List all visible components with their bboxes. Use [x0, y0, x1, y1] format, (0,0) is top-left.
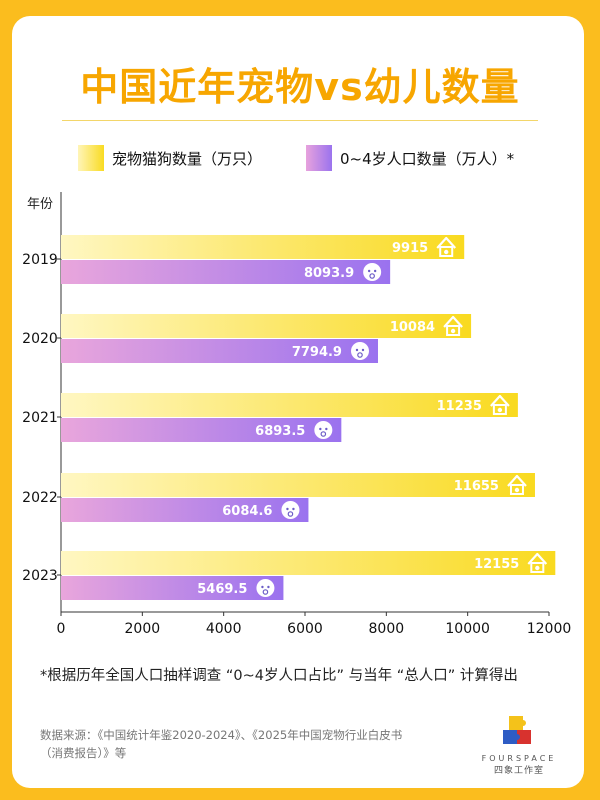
x-tick-label: 12000	[527, 621, 572, 637]
data-label: 11235	[437, 399, 482, 414]
bar-children	[61, 339, 378, 363]
brand-logo: FOURSPACE 四象工作室	[474, 712, 564, 776]
data-label: 7794.9	[292, 345, 342, 360]
bar-children	[61, 576, 284, 600]
y-axis-title: 年份	[27, 197, 53, 212]
y-tick-label: 2020	[22, 331, 58, 347]
house-icon	[443, 315, 463, 336]
baby-icon	[281, 501, 300, 519]
legend-item-children: 0~4岁人口数量（万人）*	[306, 144, 514, 172]
data-label: 10084	[390, 320, 435, 335]
data-label: 8093.9	[304, 266, 354, 281]
bar-pets	[61, 314, 472, 338]
data-label: 11655	[454, 479, 499, 494]
baby-icon	[363, 263, 382, 281]
bar-children	[61, 418, 342, 442]
brand-name: FOURSPACE	[481, 754, 557, 763]
brand-subtitle: 四象工作室	[493, 766, 544, 776]
data-label: 9915	[392, 241, 428, 256]
baby-icon	[314, 421, 333, 439]
y-tick-label: 2019	[22, 252, 58, 268]
bar-pets	[61, 393, 518, 417]
house-icon	[490, 394, 510, 415]
x-tick-label: 10000	[445, 621, 490, 637]
legend-swatch-children	[306, 145, 332, 171]
y-tick-label: 2023	[22, 568, 58, 584]
footnote: *根据历年全国人口抽样调查 “0~4岁人口占比” 与当年 “总人口” 计算得出	[40, 668, 518, 684]
data-source: 数据来源：《中国统计年鉴2020-2024》、《2025年中国宠物行业白皮书（消…	[40, 728, 403, 760]
data-label: 12155	[474, 557, 519, 572]
house-icon	[507, 474, 527, 495]
x-tick-label: 0	[57, 621, 66, 637]
data-label: 5469.5	[197, 582, 247, 597]
title-divider	[62, 120, 538, 121]
house-icon	[436, 236, 457, 257]
house-icon	[527, 552, 548, 573]
legend-swatch-pets	[78, 145, 104, 171]
legend-label-children: 0~4岁人口数量（万人）*	[340, 149, 515, 168]
baby-icon	[256, 579, 275, 597]
data-label: 6084.6	[222, 504, 272, 519]
x-tick-label: 8000	[369, 621, 405, 637]
x-tick-label: 6000	[287, 621, 323, 637]
legend-item-pets: 宠物猫狗数量（万只）	[78, 144, 262, 172]
y-tick-label: 2022	[22, 490, 58, 506]
puzzle-logo-icon	[503, 716, 531, 744]
bar-pets	[61, 235, 465, 259]
x-tick-label: 4000	[206, 621, 242, 637]
bar-children	[61, 498, 309, 522]
y-tick-label: 2021	[22, 410, 58, 426]
data-label: 6893.5	[255, 424, 305, 439]
x-tick-label: 2000	[125, 621, 161, 637]
baby-icon	[350, 342, 369, 360]
bar-pets	[61, 551, 556, 575]
page-title: 中国近年宠物vs幼儿数量	[80, 65, 520, 109]
legend-label-pets: 宠物猫狗数量（万只）	[112, 149, 263, 168]
bar-pets	[61, 473, 535, 497]
bar-children	[61, 260, 391, 284]
